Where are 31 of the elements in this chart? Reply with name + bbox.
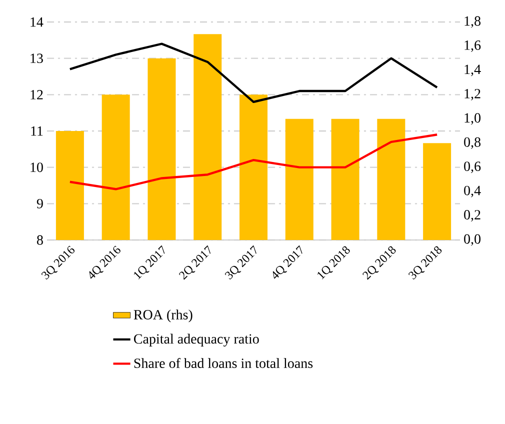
legend-label: Share of bad loans in total loans bbox=[134, 358, 313, 368]
bar bbox=[102, 94, 130, 240]
y2-tick-label: 1,0 bbox=[464, 113, 480, 125]
bar bbox=[148, 58, 176, 240]
y-tick-label: 10 bbox=[30, 162, 43, 172]
y2-tick-label: 0,0 bbox=[464, 234, 480, 246]
y-tick-label: 14 bbox=[30, 17, 44, 27]
bar bbox=[331, 118, 360, 240]
line-series bbox=[68, 42, 438, 104]
y-tick-label: 13 bbox=[30, 54, 43, 64]
y-tick-label: 8 bbox=[37, 235, 43, 245]
y2-tick-label: 0,8 bbox=[464, 137, 480, 149]
y-tick-label: 12 bbox=[30, 90, 43, 100]
y2-tick-label: 1,2 bbox=[464, 88, 480, 100]
bar bbox=[240, 94, 268, 240]
legend-label: ROA (rhs) bbox=[134, 310, 192, 322]
bar bbox=[377, 118, 406, 240]
y2-tick-label: 0,2 bbox=[464, 210, 480, 222]
y2-tick-label: 1,4 bbox=[464, 64, 481, 76]
y2-tick-label: 0,6 bbox=[464, 162, 481, 174]
bar bbox=[56, 131, 84, 240]
y-tick-label: 9 bbox=[36, 198, 43, 208]
line-series bbox=[68, 134, 438, 190]
bar bbox=[423, 143, 452, 240]
y2-tick-label: 1,6 bbox=[464, 40, 481, 52]
y2-tick-label: 1,8 bbox=[464, 16, 480, 28]
bar bbox=[194, 34, 222, 240]
y-tick-label: 11 bbox=[31, 126, 43, 136]
legend-label: Capital adequacy ratio bbox=[134, 334, 259, 347]
y2-tick-label: 0,4 bbox=[464, 186, 481, 198]
bar bbox=[285, 118, 314, 240]
